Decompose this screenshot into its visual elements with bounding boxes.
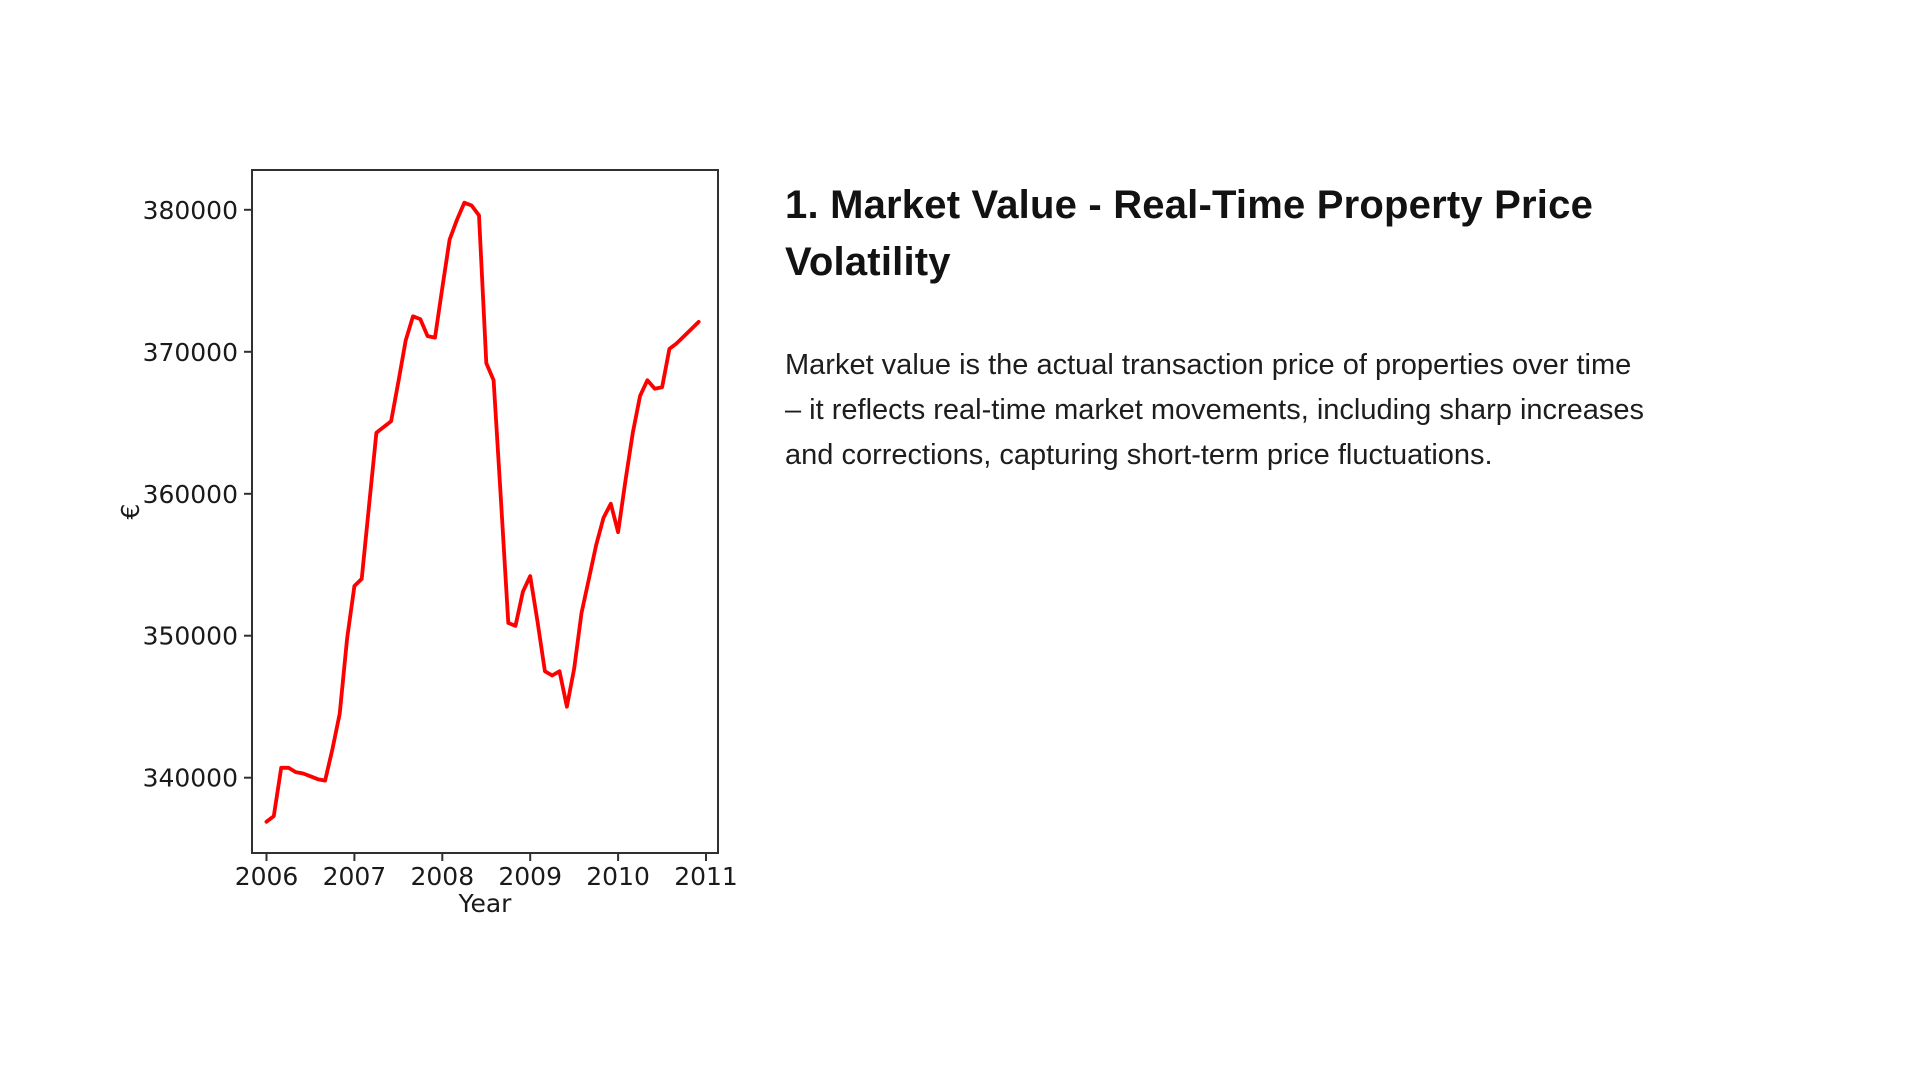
y-tick-label: 380000 <box>143 196 238 225</box>
price-line <box>264 200 701 824</box>
x-tick-label: 2007 <box>323 862 387 891</box>
y-tick-label: 350000 <box>143 622 238 651</box>
section-heading: 1. Market Value - Real-Time Property Pri… <box>785 177 1815 291</box>
x-tick-label: 2006 <box>235 862 299 891</box>
y-axis-label: € <box>116 504 145 520</box>
text-content: 1. Market Value - Real-Time Property Pri… <box>785 177 1815 478</box>
heading-line-1: 1. Market Value - Real-Time Property Pri… <box>785 183 1594 227</box>
y-tick-label: 340000 <box>143 764 238 793</box>
x-tick-label: 2008 <box>410 862 474 891</box>
plot-spines <box>251 169 719 854</box>
paragraph-line-2: – it reflects real-time market movements… <box>785 394 1645 426</box>
heading-line-2: Volatility <box>785 240 951 284</box>
paragraph-line-3: and corrections, capturing short-term pr… <box>785 439 1493 471</box>
y-tick-label: 360000 <box>143 480 238 509</box>
section-paragraph: Market value is the actual transaction p… <box>785 343 1815 478</box>
y-tick-label: 370000 <box>143 338 238 367</box>
paragraph-line-1: Market value is the actual transaction p… <box>785 349 1632 381</box>
x-tick-label: 2011 <box>674 862 738 891</box>
x-axis-label: Year <box>458 889 513 918</box>
x-tick-label: 2009 <box>498 862 562 891</box>
x-tick-label: 2010 <box>586 862 650 891</box>
